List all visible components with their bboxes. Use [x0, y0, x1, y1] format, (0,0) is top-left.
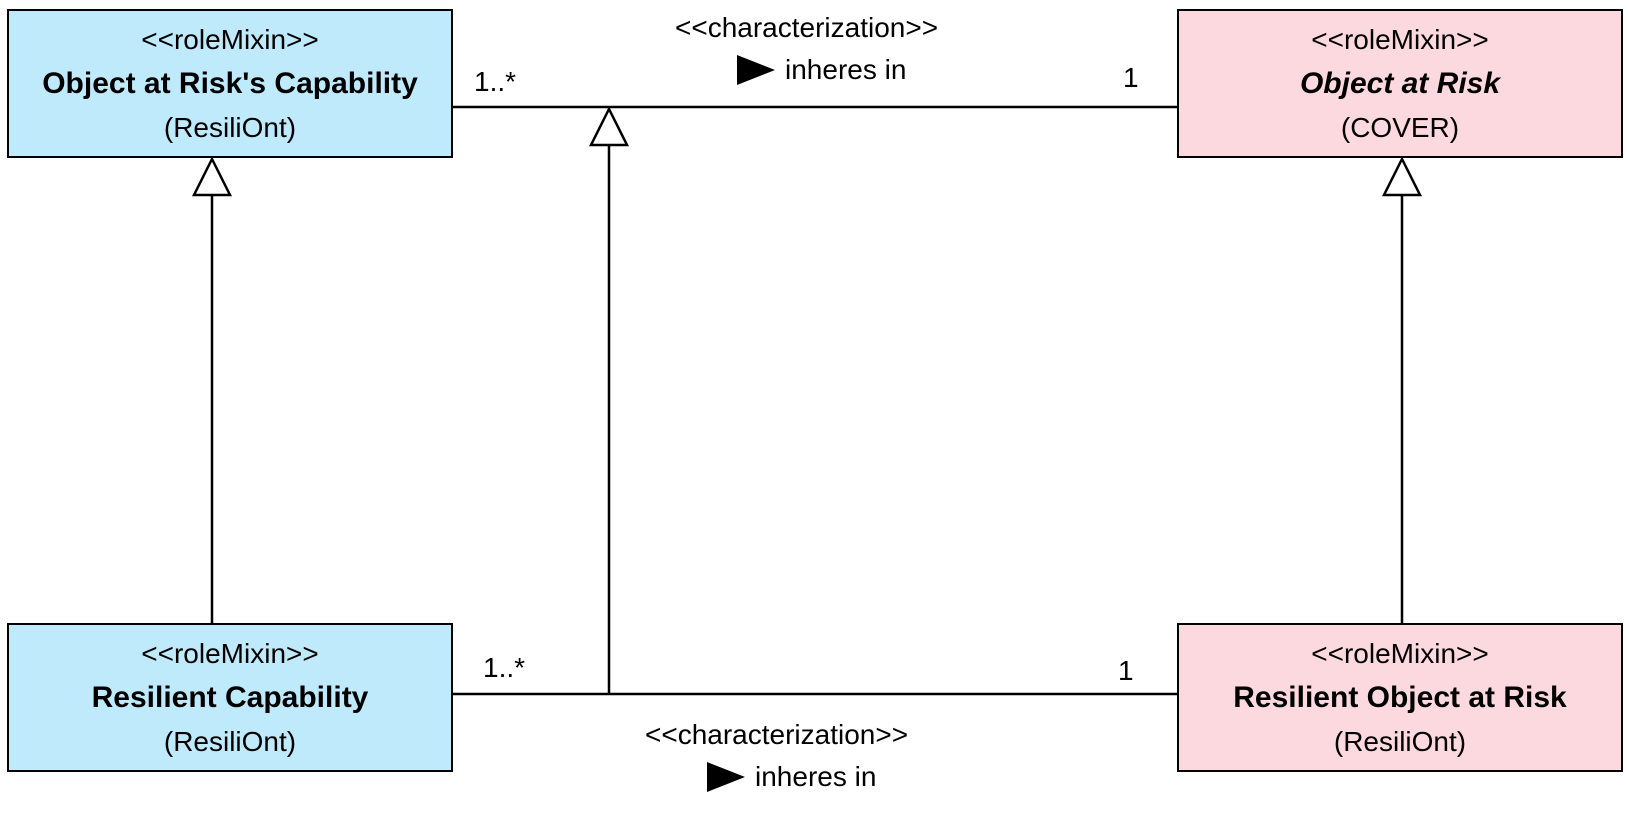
class-object-at-risk[interactable]: <<roleMixin>> Object at Risk (COVER) [1177, 9, 1623, 158]
class-resilient-object-at-risk[interactable]: <<roleMixin>> Resilient Object at Risk (… [1177, 623, 1623, 772]
generalization-association-arrowhead [588, 106, 630, 147]
class-stereotype: <<roleMixin>> [1311, 637, 1489, 669]
class-object-at-risks-capability[interactable]: <<roleMixin>> Object at Risk's Capabilit… [7, 9, 453, 158]
bottom-association-name: inheres in [707, 761, 876, 793]
class-name: Object at Risk [1299, 66, 1501, 100]
class-package: (ResiliOnt) [1333, 725, 1467, 757]
association-name-label: inheres in [755, 761, 877, 792]
class-stereotype: <<roleMixin>> [141, 23, 319, 55]
bottom-source-multiplicity: 1..* [483, 652, 526, 683]
top-association-stereotype: <<characterization>> [675, 12, 939, 43]
generalization-capability-arrowhead [191, 156, 233, 197]
class-name: Resilient Capability [91, 680, 369, 714]
class-stereotype: <<roleMixin>> [141, 637, 319, 669]
association-name-label: inheres in [785, 54, 907, 85]
direction-arrow-icon [737, 55, 775, 85]
top-target-multiplicity: 1 [1123, 62, 1139, 93]
class-resilient-capability[interactable]: <<roleMixin>> Resilient Capability (Resi… [7, 623, 453, 772]
class-name: Resilient Object at Risk [1233, 680, 1567, 714]
top-source-multiplicity: 1..* [474, 66, 517, 97]
generalization-object-arrowhead [1381, 156, 1423, 197]
bottom-target-multiplicity: 1 [1118, 655, 1134, 686]
class-name: Object at Risk's Capability [42, 66, 418, 100]
direction-arrow-icon [707, 762, 745, 792]
class-stereotype: <<roleMixin>> [1311, 23, 1489, 55]
bottom-association-stereotype: <<characterization>> [645, 719, 909, 750]
class-package: (ResiliOnt) [163, 725, 297, 757]
top-association-name: inheres in [737, 54, 906, 86]
class-package: (COVER) [1340, 111, 1460, 143]
class-package: (ResiliOnt) [163, 111, 297, 143]
